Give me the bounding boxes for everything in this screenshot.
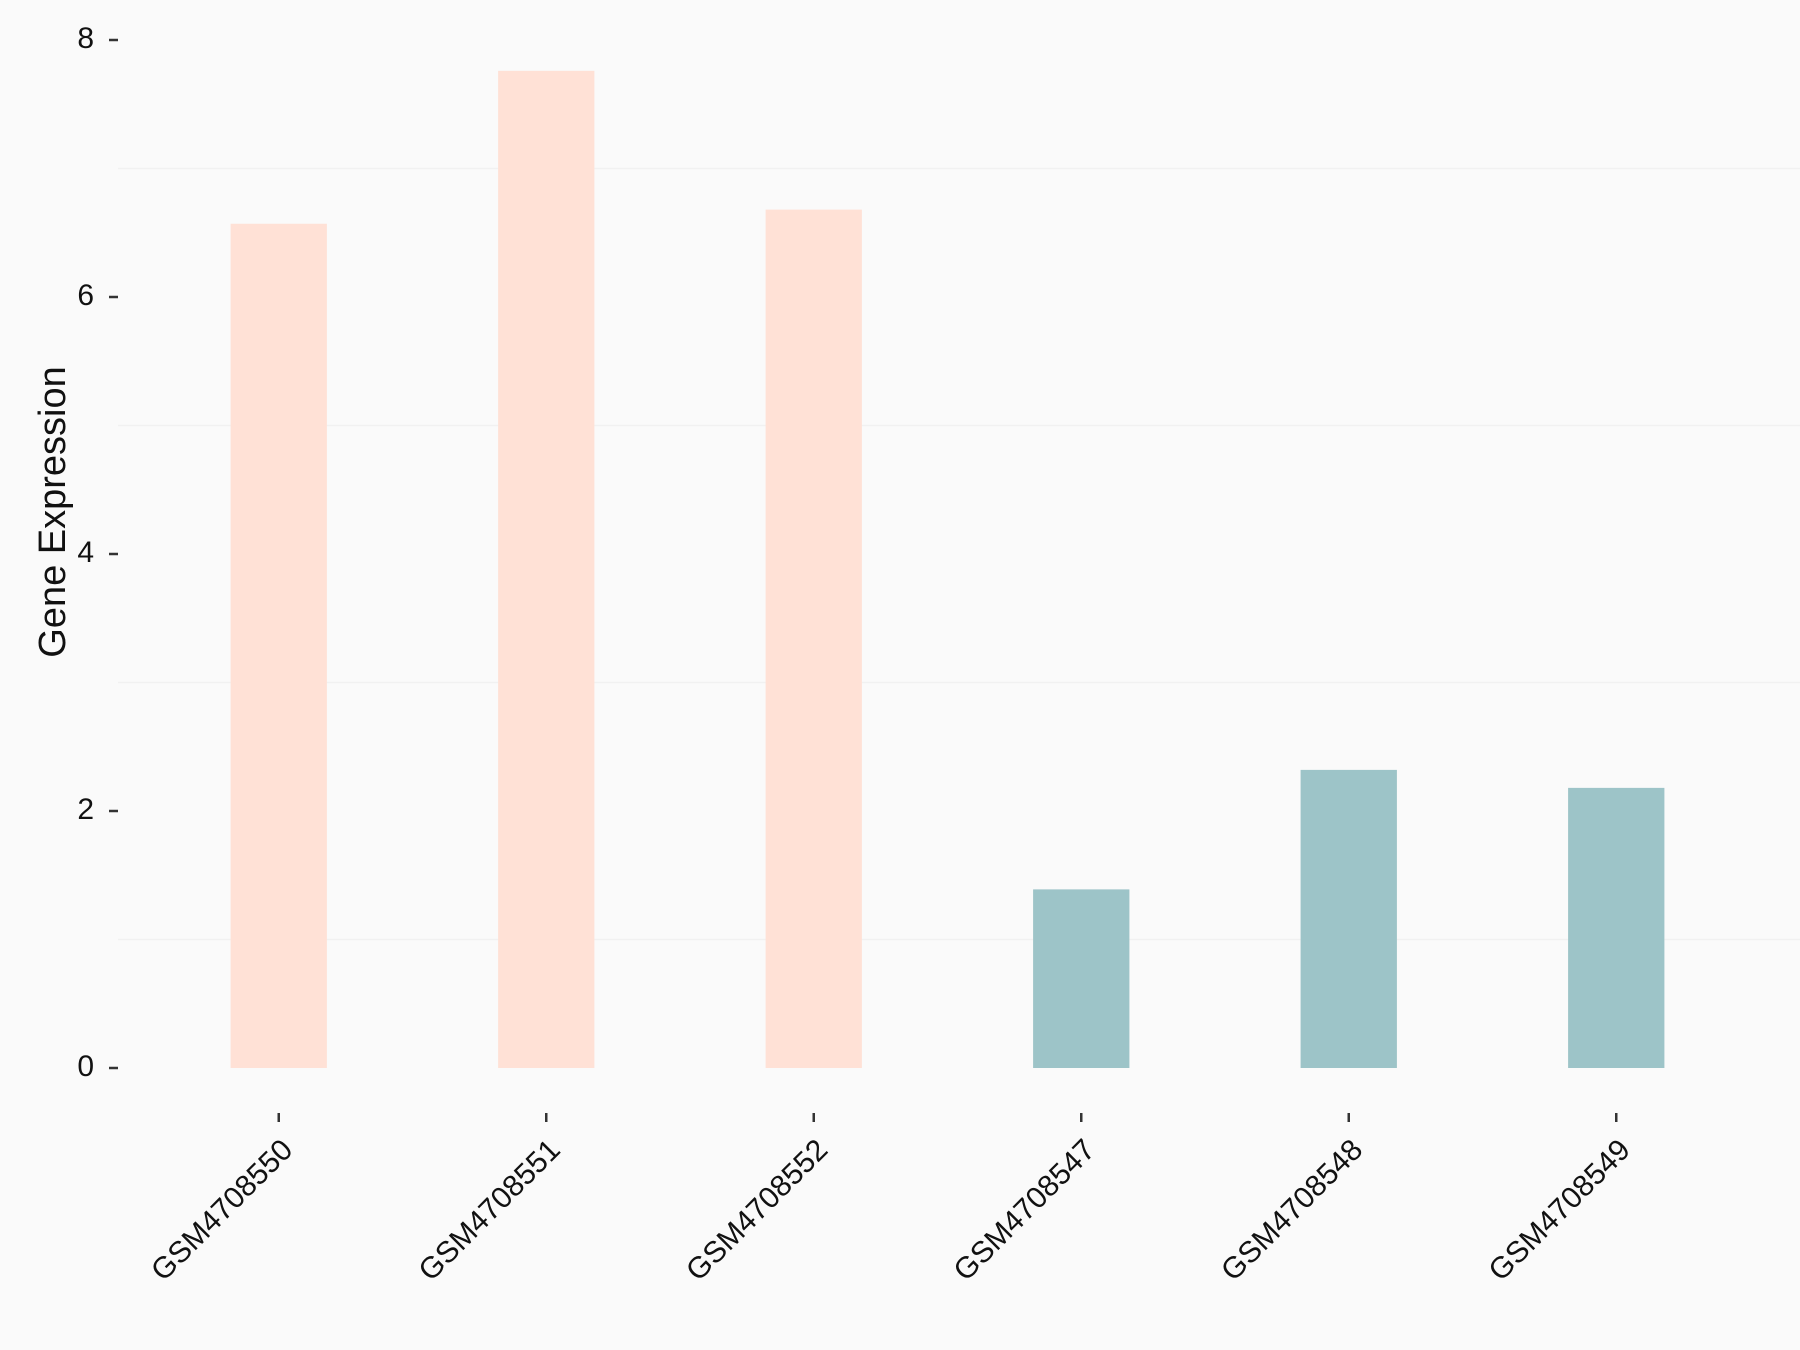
y-axis-label: Gene Expression <box>32 366 74 658</box>
bar <box>230 223 327 1068</box>
y-tick-label: 2 <box>77 793 94 826</box>
y-tick-label: 4 <box>77 536 94 569</box>
y-tick-label: 0 <box>77 1050 94 1083</box>
y-tick-label: 6 <box>77 279 94 312</box>
bar <box>1033 889 1130 1068</box>
y-tick-label: 8 <box>77 22 94 55</box>
bar <box>498 70 595 1069</box>
bar <box>1568 787 1665 1068</box>
bar <box>1300 769 1397 1068</box>
bar <box>765 209 862 1068</box>
